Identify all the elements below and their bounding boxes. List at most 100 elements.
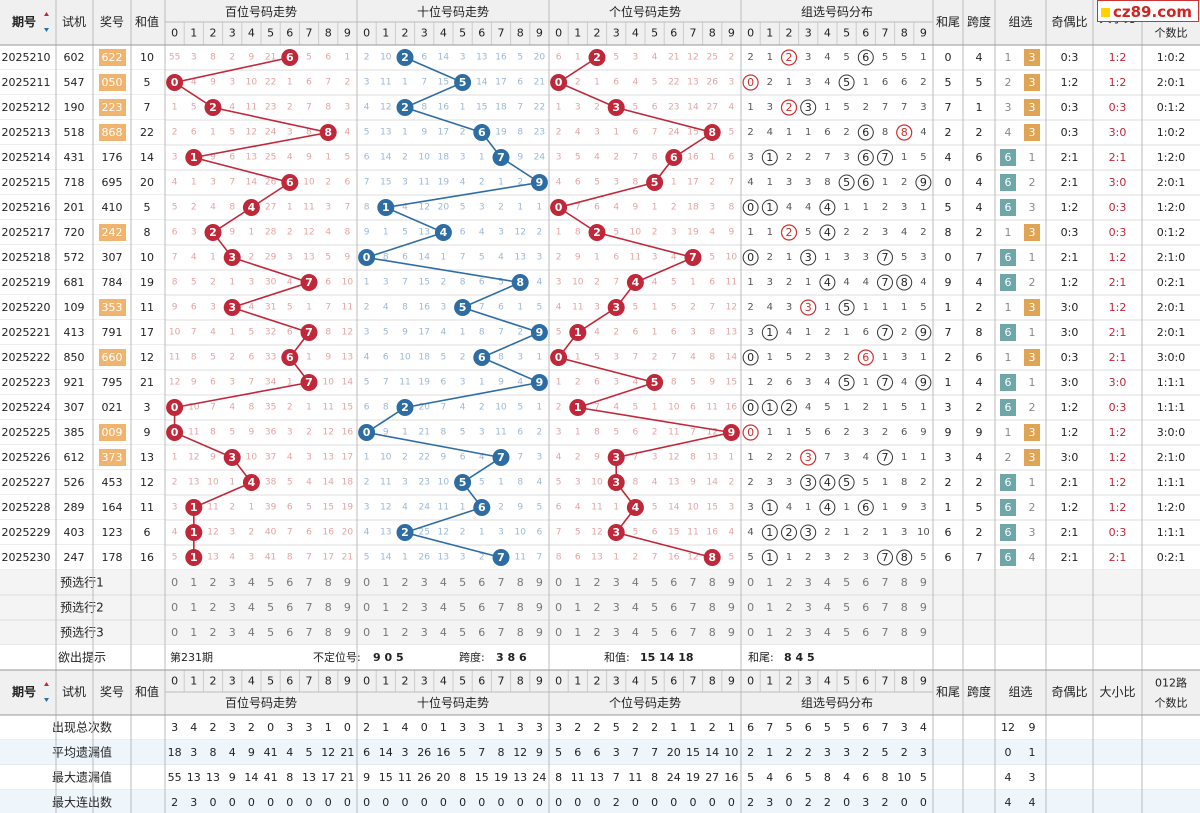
tens-omission: 14 xyxy=(380,553,392,563)
row-group6: 1 xyxy=(1005,351,1012,364)
tens-omission: 4 xyxy=(364,103,370,113)
stats-units-value: 0 xyxy=(555,796,562,809)
units-omission: 5 xyxy=(594,178,600,188)
tens-omission: 18 xyxy=(438,153,450,163)
header-digit: 8 xyxy=(901,27,908,40)
stats-tens-value: 16 xyxy=(436,746,450,759)
group3-badge xyxy=(1024,49,1040,66)
hundreds-omission: 6 xyxy=(191,303,197,313)
units-omission: 1 xyxy=(652,403,658,413)
tens-omission: 1 xyxy=(402,428,408,438)
hint-tail-value: 8 4 5 xyxy=(784,651,815,664)
units-omission: 2 xyxy=(652,228,658,238)
group-circle-mark xyxy=(742,349,759,366)
group-omission: 3 xyxy=(824,352,830,363)
group-mark-digit: 5 xyxy=(843,376,850,389)
hint-row-bg xyxy=(0,645,1200,670)
preselect-digit: 4 xyxy=(440,601,447,614)
hundreds-omission: 2 xyxy=(249,253,255,263)
row-big-small: 1:2 xyxy=(1109,251,1127,264)
preselect-digit: 5 xyxy=(459,601,466,614)
units-omission: 3 xyxy=(729,78,735,88)
preselect-digit: 5 xyxy=(267,601,274,614)
preselect-digit: 0 xyxy=(747,601,754,614)
row-sum: 6 xyxy=(144,526,151,539)
row-period: 2025219 xyxy=(2,276,51,289)
hundreds-ball xyxy=(223,249,241,266)
stats-hundreds-value: 17 xyxy=(321,771,335,784)
units-omission: 4 xyxy=(613,403,619,413)
tens-ball xyxy=(530,174,548,191)
hundreds-ball xyxy=(242,474,260,491)
tens-omission: 10 xyxy=(380,453,392,463)
tens-omission: 4 xyxy=(441,328,447,338)
row-left-bg xyxy=(0,245,165,270)
group-mark-digit: 7 xyxy=(882,151,889,164)
units-omission: 5 xyxy=(633,303,639,313)
row-prize: 622 xyxy=(102,51,123,64)
row-period: 2025222 xyxy=(2,351,51,364)
units-ball-digit: 4 xyxy=(632,276,640,289)
row-group3: 3 xyxy=(1029,51,1036,64)
preselect-digit: 2 xyxy=(786,576,793,589)
header-span: 跨度 xyxy=(967,14,991,29)
hundreds-omission: 7 xyxy=(210,403,216,413)
tens-omission: 1 xyxy=(479,528,485,538)
group6-badge xyxy=(1000,249,1016,266)
group-omission: 4 xyxy=(901,377,907,388)
tens-omission: 18 xyxy=(418,353,430,363)
group-omission: 1 xyxy=(786,252,792,263)
row-sum: 11 xyxy=(140,501,154,514)
tens-omission: 16 xyxy=(495,53,507,63)
group-omission: 5 xyxy=(901,52,907,63)
tens-ball xyxy=(473,499,491,516)
site-logo[interactable]: cz89.com xyxy=(1097,0,1199,22)
group-omission: 1 xyxy=(920,402,926,413)
row-big-small: 1:2 xyxy=(1109,51,1127,64)
tens-omission: 1 xyxy=(460,103,466,113)
units-omission: 1 xyxy=(613,503,619,513)
row-span: 8 xyxy=(976,326,983,339)
group-omission: 5 xyxy=(882,52,888,63)
tens-omission: 2 xyxy=(460,128,466,138)
stats-tens-value: 3 xyxy=(517,721,524,734)
group-mark-digit: 4 xyxy=(824,276,831,289)
row-test: 612 xyxy=(64,451,85,464)
units-omission: 27 xyxy=(706,103,717,113)
hundreds-omission: 1 xyxy=(325,153,331,163)
row-prize: 021 xyxy=(102,401,123,414)
row-012-ratio: 0:1:2 xyxy=(1157,101,1185,114)
hundreds-omission: 9 xyxy=(325,353,331,363)
units-omission: 1 xyxy=(729,453,735,463)
hundreds-ball xyxy=(319,124,337,141)
hundreds-omission: 4 xyxy=(287,453,293,463)
group-omission: 1 xyxy=(843,402,849,413)
preselect-digit: 9 xyxy=(920,601,927,614)
row-group6: 1 xyxy=(1005,301,1012,314)
group-mark-digit: 2 xyxy=(786,401,793,414)
group-circle-mark xyxy=(838,474,855,491)
units-ball xyxy=(722,424,740,441)
header-odd-even: 奇偶比 xyxy=(1051,15,1087,29)
stats-units-value: 8 xyxy=(651,771,658,784)
stats-tens-value: 0 xyxy=(440,796,447,809)
hundreds-omission: 34 xyxy=(265,378,277,388)
hundreds-omission: 3 xyxy=(229,378,235,388)
units-ball-digit: 4 xyxy=(632,501,640,514)
row-period: 2025224 xyxy=(2,401,51,414)
units-omission: 2 xyxy=(556,253,562,263)
row-tail: 2 xyxy=(945,476,952,489)
stats-tens-value: 0 xyxy=(402,796,409,809)
stats-hundreds-value: 2 xyxy=(248,721,255,734)
stats-group-value: 5 xyxy=(747,771,754,784)
preselect-digit: 5 xyxy=(843,576,850,589)
row-group6: 6 xyxy=(1005,326,1012,339)
tens-omission: 15 xyxy=(418,278,429,288)
tens-omission: 3 xyxy=(460,53,466,63)
tens-omission: 2 xyxy=(364,478,370,488)
footer-digit: 0 xyxy=(555,675,562,688)
stats-group-value: 7 xyxy=(882,721,889,734)
units-ball xyxy=(684,249,702,266)
stats-tens-value: 15 xyxy=(475,771,489,784)
group3-badge xyxy=(1024,124,1040,141)
